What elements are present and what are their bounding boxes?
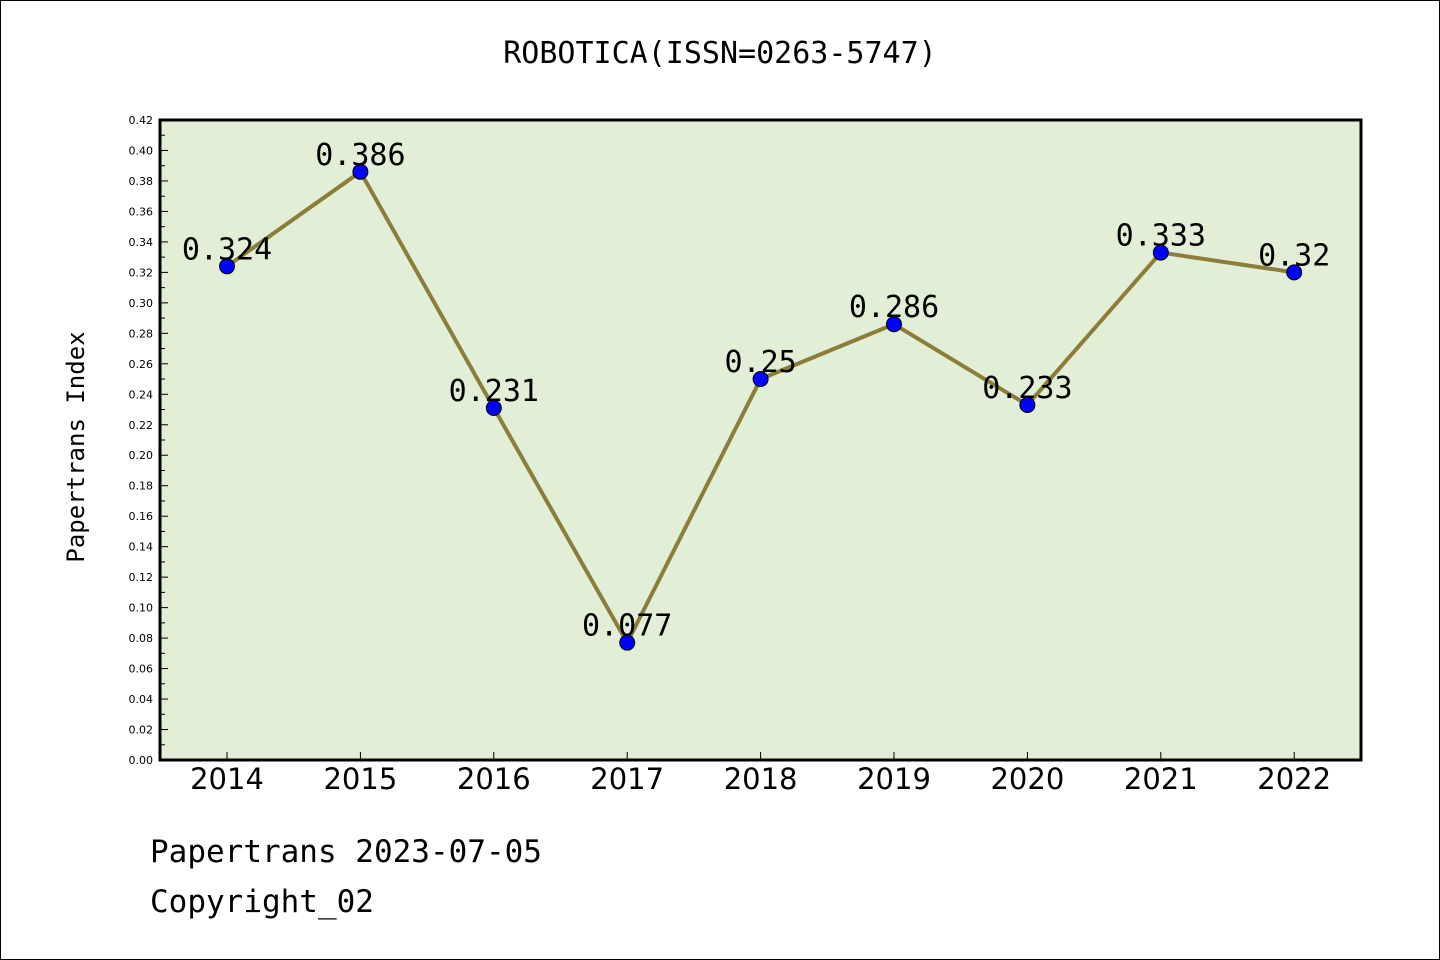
footer-date-line: Papertrans 2023-07-05 (150, 834, 542, 870)
x-tick-label: 2015 (323, 762, 397, 796)
data-point (219, 258, 235, 275)
y-tick-label: 0.30 (129, 297, 154, 310)
x-tick-label: 2018 (724, 762, 798, 796)
data-point (1019, 396, 1036, 413)
data-point (619, 634, 636, 651)
data-point (485, 400, 502, 416)
y-tick-label: 0.32 (129, 266, 154, 279)
x-tick-label: 2016 (457, 762, 531, 796)
y-tick-label: 0.28 (129, 327, 154, 340)
y-tick-label: 0.06 (129, 663, 154, 676)
data-point (352, 163, 369, 180)
y-tick-label: 0.40 (129, 144, 154, 157)
data-point (1286, 264, 1303, 281)
data-label: 0.231 (449, 374, 539, 409)
data-label: 0.324 (182, 232, 272, 267)
data-label: 0.333 (1116, 219, 1206, 254)
data-point (752, 371, 769, 388)
data-label: 0.25 (724, 345, 796, 380)
x-tick-label: 2020 (990, 762, 1064, 796)
y-tick-label: 0.42 (129, 114, 154, 127)
y-tick-label: 0.34 (129, 236, 154, 249)
y-tick-label: 0.02 (129, 724, 154, 737)
y-tick-label: 0.18 (129, 480, 154, 493)
x-tick-label: 2017 (590, 762, 664, 796)
x-tick-label: 2021 (1124, 762, 1198, 796)
y-tick-label: 0.38 (129, 175, 154, 188)
data-label: 0.32 (1258, 238, 1330, 273)
series-markers (219, 163, 1303, 651)
y-tick-label: 0.04 (129, 693, 154, 706)
x-axis: 2014 2015 2016 2017 2018 2019 2020 2021 2022 (190, 752, 1331, 796)
y-tick-label: 0.24 (129, 388, 154, 401)
x-tick-label: 2014 (190, 762, 264, 796)
data-label: 0.233 (982, 371, 1072, 406)
y-tick-label: 0.36 (129, 205, 154, 218)
y-tick-label: 0.10 (129, 602, 154, 615)
y-tick-label: 0.12 (129, 571, 154, 584)
y-tick-label: 0.16 (129, 510, 154, 523)
plot-area (158, 118, 1363, 762)
y-tick-label: 0.20 (129, 449, 154, 462)
data-label: 0.077 (582, 609, 672, 644)
footer-copyright-line: Copyright_02 (150, 884, 374, 920)
data-labels: 0.324 0.386 0.231 0.077 0.25 0.286 0.233 0.333 0… (182, 138, 1330, 644)
y-tick-label: 0.14 (129, 541, 154, 554)
y-axis: 0.00 0.02 0.04 0.06 0.08 0.10 0.12 0.14 0.16 0.18… (129, 114, 168, 767)
y-tick-label: 0.08 (129, 632, 154, 645)
data-label: 0.386 (315, 138, 405, 173)
data-point (1152, 244, 1169, 261)
y-tick-label: 0.26 (129, 358, 154, 371)
x-tick-label: 2022 (1257, 762, 1331, 796)
y-tick-label: 0.00 (129, 754, 154, 767)
data-label: 0.286 (849, 290, 939, 325)
y-axis-title: Papertrans Index (62, 331, 90, 562)
y-tick-label: 0.22 (129, 419, 154, 432)
x-tick-label: 2019 (857, 762, 931, 796)
data-point (886, 316, 902, 333)
chart-title: ROBOTICA(ISSN=0263-5747) (503, 36, 937, 71)
